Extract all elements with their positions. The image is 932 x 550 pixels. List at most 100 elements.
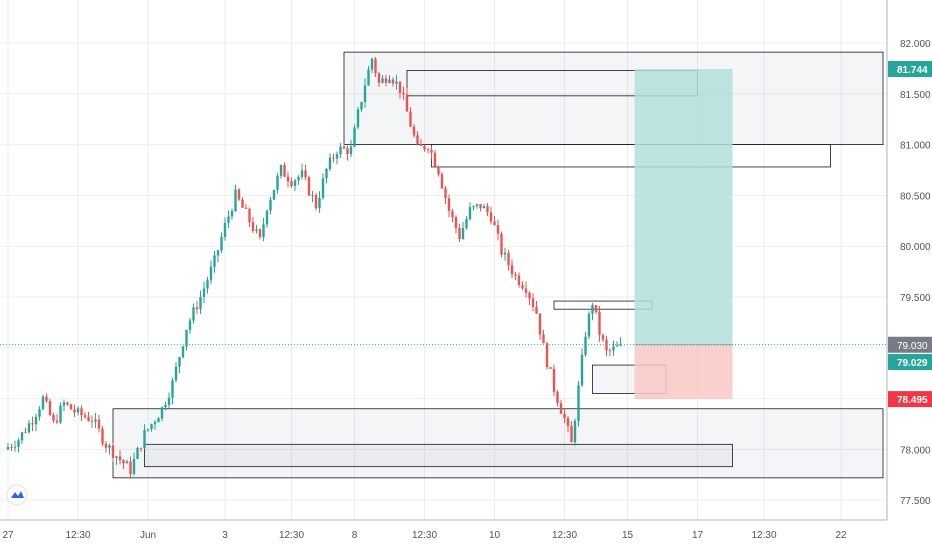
- candle-body: [440, 174, 444, 189]
- candle-body: [52, 414, 55, 421]
- candle-body: [318, 197, 321, 209]
- candle: [230, 208, 234, 220]
- profit-zone[interactable]: [634, 69, 733, 345]
- candle: [94, 412, 97, 428]
- demand-zone-bottom[interactable]: [112, 408, 884, 479]
- candle-body: [69, 404, 73, 410]
- candle: [360, 101, 363, 112]
- candle: [297, 175, 300, 185]
- candle-body: [27, 423, 31, 433]
- candle: [423, 144, 426, 152]
- grid-lines: [0, 0, 887, 520]
- candle-body: [286, 176, 290, 182]
- candle: [503, 247, 507, 261]
- candle: [286, 171, 290, 188]
- candle-body: [171, 380, 174, 398]
- candle: [549, 367, 552, 369]
- candle: [486, 203, 489, 217]
- candle-body: [244, 207, 248, 209]
- time-tick-label: 17: [692, 530, 704, 541]
- candle-body: [297, 176, 300, 181]
- candle: [223, 217, 227, 241]
- candle: [556, 389, 559, 407]
- candle-body: [398, 81, 402, 93]
- time-axis[interactable]: 27 12:30 Jun 3 12:30 8 12:30 10 12:30 15 17 12:30 22: [2, 530, 847, 541]
- position-tool[interactable]: [634, 69, 733, 400]
- candle: [216, 249, 220, 263]
- candle-body: [402, 92, 405, 95]
- candle: [608, 348, 612, 357]
- candle: [349, 140, 353, 158]
- price-axis[interactable]: 82.000 81.500 81.000 80.500 80.000 79.500 79.0…: [900, 39, 931, 507]
- candle: [559, 399, 563, 414]
- candle: [339, 142, 342, 159]
- candle-body: [342, 146, 346, 149]
- candle: [104, 440, 108, 453]
- candle: [405, 88, 409, 112]
- candle-body: [412, 126, 416, 136]
- candle: [164, 401, 167, 411]
- candle: [122, 459, 125, 469]
- logo-icon: [11, 491, 24, 498]
- candle-body: [13, 446, 17, 448]
- candle-body: [209, 266, 213, 281]
- candle: [125, 459, 129, 464]
- stop-price-badge-text: 78.495: [897, 395, 928, 406]
- candle: [31, 416, 34, 432]
- tradingview-logo[interactable]: [6, 484, 28, 506]
- candle-body: [332, 157, 335, 159]
- candle-body: [307, 177, 311, 196]
- demand-box-inner[interactable]: [144, 443, 733, 468]
- candle-body: [521, 285, 524, 289]
- price-tick-label: 82.000: [900, 39, 931, 50]
- candle: [115, 455, 118, 465]
- supply-zone-top[interactable]: [343, 51, 884, 146]
- candle-body: [419, 144, 423, 146]
- current-price-badge-text: 79.029: [897, 358, 928, 369]
- candle-body: [87, 416, 90, 421]
- candle: [612, 340, 615, 356]
- candle: [80, 405, 83, 422]
- candle: [412, 123, 416, 138]
- candle: [59, 402, 62, 425]
- candle: [391, 77, 395, 87]
- candle-body: [132, 458, 136, 474]
- candle: [234, 184, 237, 213]
- supply-box-mid[interactable]: [431, 144, 831, 168]
- candle: [573, 418, 577, 446]
- candle-body: [17, 440, 20, 447]
- price-tick-label: 79.500: [900, 293, 931, 304]
- candle: [377, 71, 381, 87]
- price-tick-label: 77.500: [900, 496, 931, 507]
- candle: [493, 216, 496, 226]
- candle-body: [524, 288, 528, 293]
- candle-body: [577, 385, 580, 421]
- candle: [528, 291, 531, 306]
- candle: [335, 151, 339, 165]
- candle-body: [150, 424, 153, 430]
- candle-body: [328, 157, 332, 169]
- time-tick-label: 22: [835, 530, 847, 541]
- loss-zone[interactable]: [634, 344, 733, 400]
- candle-body: [612, 346, 615, 351]
- candle: [314, 192, 318, 211]
- candle-body: [608, 350, 612, 352]
- candle-body: [269, 199, 272, 211]
- candle: [90, 415, 94, 428]
- candle: [174, 362, 178, 383]
- candle-body: [248, 208, 251, 223]
- candle: [227, 210, 230, 228]
- candle: [178, 356, 181, 374]
- candle: [276, 172, 279, 194]
- candle-body: [311, 195, 314, 197]
- candle: [62, 399, 66, 412]
- candle: [619, 337, 622, 347]
- candle: [213, 250, 216, 273]
- candle-body: [489, 212, 493, 222]
- zones-layer: [112, 51, 884, 479]
- candle-body: [451, 211, 454, 218]
- candle-body: [377, 73, 381, 83]
- candle: [269, 196, 272, 215]
- candle-body: [108, 445, 111, 448]
